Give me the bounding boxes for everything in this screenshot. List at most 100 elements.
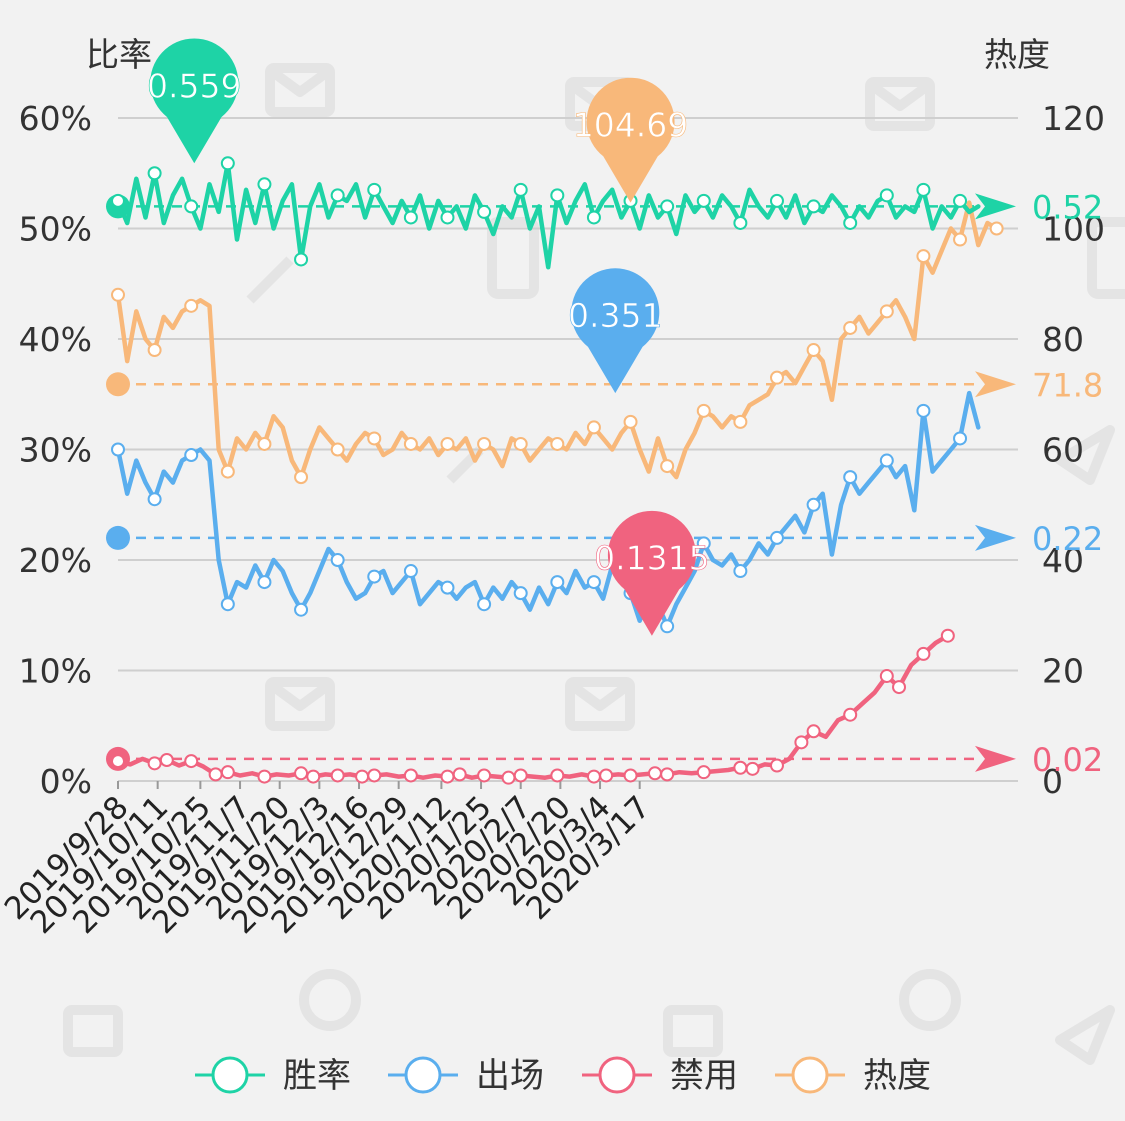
- legend-marker: [404, 1056, 442, 1094]
- ban-point: [367, 768, 382, 783]
- ban-point: [355, 769, 370, 784]
- legend-label: 出场: [476, 1056, 544, 1096]
- ban-point: [513, 768, 528, 783]
- appear-point: [111, 442, 125, 457]
- series-lines: [115, 161, 999, 780]
- ban-point: [550, 768, 565, 783]
- ban-average-arrow: [975, 745, 1016, 772]
- ban-point: [647, 766, 662, 781]
- heat-max-callout: 104.69: [573, 77, 689, 203]
- series-markers: [111, 156, 1004, 785]
- y-right-axis-title: 热度: [984, 35, 1050, 74]
- heat-point: [696, 403, 711, 418]
- heat-average-arrow: [975, 371, 1016, 398]
- legend-label: 禁用: [670, 1056, 738, 1096]
- legend-item-win: 胜率: [195, 1056, 351, 1096]
- ban-point: [147, 756, 162, 771]
- heat-point: [623, 414, 638, 429]
- ban-point: [477, 768, 492, 783]
- heat-point: [513, 436, 528, 451]
- y-right-tick-label: 100: [1042, 210, 1105, 249]
- win-line: [115, 161, 981, 270]
- y-left-tick-label: 60%: [19, 99, 92, 138]
- heat-max-label: 104.69: [573, 106, 688, 145]
- x-axis: 2019/9/282019/10/112019/10/252019/11/720…: [0, 781, 657, 941]
- win-point: [806, 199, 821, 214]
- legend-item-heat: 热度: [775, 1056, 931, 1096]
- heat-point: [916, 249, 931, 264]
- appear-point: [294, 602, 309, 617]
- appear-point: [440, 580, 455, 595]
- appear-point: [879, 453, 894, 468]
- heat-point: [184, 298, 199, 313]
- ban-point: [916, 646, 931, 661]
- win-point: [403, 210, 418, 225]
- heat-point: [367, 431, 382, 446]
- win-point: [513, 182, 528, 197]
- appear-point: [733, 564, 748, 579]
- heat-point: [403, 436, 418, 451]
- ban-point: [257, 769, 272, 784]
- y-axis-right: 0 20 40 60 80 100 120: [1042, 99, 1105, 801]
- y-right-tick-label: 40: [1042, 541, 1084, 580]
- heat-point: [330, 442, 345, 457]
- appear-max-pin: [571, 268, 660, 394]
- ban-point: [623, 768, 638, 783]
- appear-point: [330, 553, 345, 567]
- appear-point: [477, 597, 492, 612]
- heat-point: [769, 370, 784, 385]
- y-left-axis-title: 比率: [86, 35, 152, 74]
- y-left-tick-label: 40%: [19, 320, 92, 359]
- y-right-tick-label: 20: [1042, 652, 1084, 691]
- legend-marker: [791, 1056, 829, 1094]
- legend-marker: [211, 1056, 249, 1094]
- win-point: [550, 188, 565, 203]
- legend-label: 热度: [863, 1056, 931, 1096]
- y-right-tick-label: 60: [1042, 431, 1084, 470]
- win-max-label: 0.559: [147, 66, 241, 105]
- win-point: [367, 182, 382, 197]
- appear-point: [550, 575, 565, 590]
- win-point: [184, 199, 199, 214]
- win-point: [111, 193, 125, 208]
- heat-point: [111, 287, 125, 302]
- ban-line: [115, 633, 951, 780]
- appear-point: [916, 403, 931, 418]
- win-point: [843, 215, 858, 230]
- ban-point: [733, 760, 748, 775]
- win-point: [916, 182, 931, 197]
- heat-point: [294, 470, 309, 485]
- ban-point: [111, 754, 125, 769]
- heat-point: [953, 232, 968, 247]
- appear-max-callout: 0.351: [568, 268, 663, 394]
- ban-max-pin: [607, 510, 696, 636]
- legend: 胜率 出场 禁用 热度: [195, 1056, 931, 1096]
- ban-point: [184, 754, 199, 769]
- appear-point: [257, 575, 272, 590]
- ban-point: [794, 735, 809, 750]
- win-point: [330, 188, 345, 203]
- win-point: [696, 193, 711, 208]
- legend-item-ban: 禁用: [582, 1056, 738, 1096]
- win-average-label: 0.52: [1032, 188, 1103, 226]
- heat-point: [477, 436, 492, 451]
- heat-point: [989, 221, 1004, 236]
- win-point: [477, 204, 492, 219]
- appear-point: [513, 586, 528, 601]
- ban-point: [294, 766, 309, 781]
- heat-point: [733, 414, 748, 429]
- appear-point: [403, 564, 418, 579]
- win-max-pin: [150, 38, 239, 164]
- appear-point: [367, 569, 382, 584]
- appear-point: [586, 575, 601, 590]
- heat-max-pin: [586, 77, 675, 203]
- ban-max-label: 0.1315: [594, 539, 709, 578]
- y-right-tick-label: 120: [1042, 99, 1105, 138]
- ban-point: [879, 669, 894, 684]
- max-callouts: 0.559 0.351 0.1315 104.69: [147, 38, 710, 636]
- background-watermark: [63, 63, 1125, 1065]
- ban-point: [306, 769, 321, 784]
- appear-average-arrow: [975, 524, 1016, 551]
- appear-max-label: 0.351: [568, 296, 662, 335]
